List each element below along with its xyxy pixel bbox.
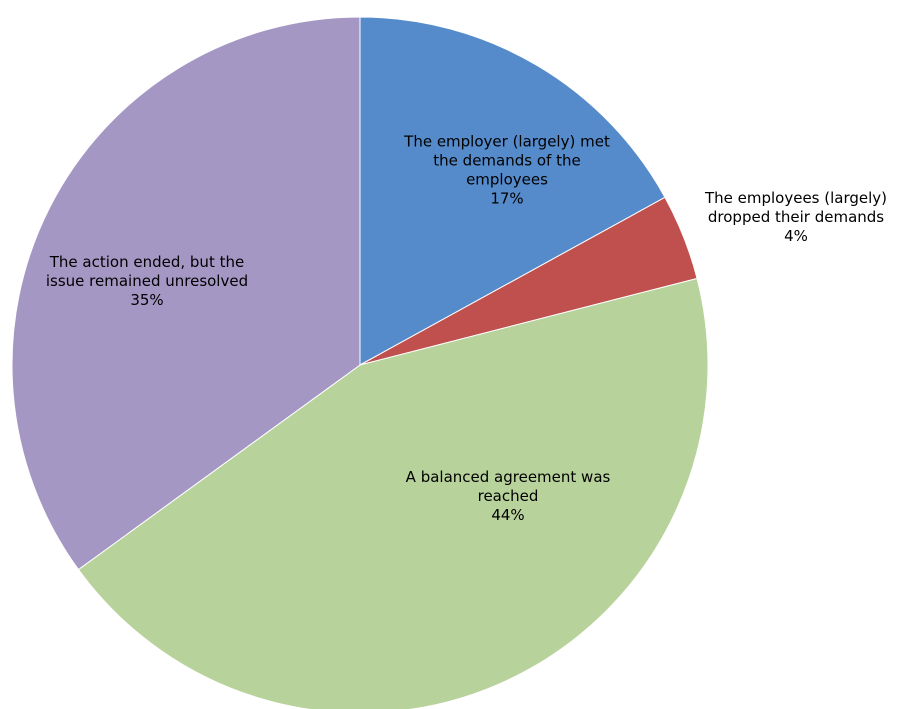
pie-slices — [11, 16, 709, 709]
pie-labels: The employer (largely) met the demands of… — [46, 133, 887, 525]
label-employer-met-demands: The employer (largely) met the demands of… — [403, 133, 610, 208]
slice-label-line: employees — [466, 171, 548, 189]
slice-label-line: issue remained unresolved — [46, 272, 248, 290]
slice-employer-met-demands — [359, 16, 666, 366]
slice-percent-label: 4% — [784, 227, 808, 245]
slice-percent-label: 17% — [490, 190, 523, 208]
slice-percent-label: 44% — [491, 506, 524, 524]
slice-percent-label: 35% — [130, 291, 163, 309]
label-employees-dropped-demands: The employees (largely) dropped their dem… — [704, 189, 887, 245]
slice-label-line: The action ended, but the — [49, 253, 244, 271]
label-unresolved: The action ended, but the issue remained … — [46, 253, 248, 309]
slice-label-line: dropped their demands — [708, 208, 884, 226]
slice-label-line: The employer (largely) met — [403, 133, 610, 151]
slice-unresolved — [11, 16, 361, 571]
slice-balanced-agreement — [77, 277, 709, 709]
slice-label-line: reached — [478, 487, 539, 505]
slice-label-line: the demands of the — [433, 152, 580, 170]
slice-label-line: The employees (largely) — [704, 189, 887, 207]
label-balanced-agreement: A balanced agreement was reached 44% — [406, 468, 611, 524]
slice-label-line: A balanced agreement was — [406, 468, 611, 486]
